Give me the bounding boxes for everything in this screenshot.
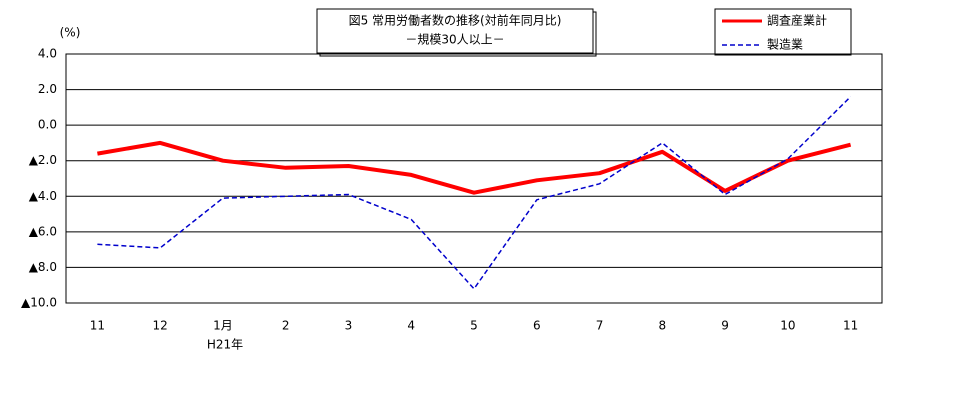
title-box <box>316 8 594 54</box>
y-unit: (%) <box>60 26 81 40</box>
x-tick-label: 2 <box>282 319 290 333</box>
x-tick-label: 3 <box>345 319 353 333</box>
plot-area <box>65 53 883 304</box>
series-line <box>97 140 852 195</box>
legend-box <box>714 8 852 56</box>
y-tick-label: ▲8.0 <box>29 260 57 274</box>
y-tick-label: ▲4.0 <box>29 189 57 203</box>
x-tick-label: 5 <box>470 319 478 333</box>
legend-label: 製造業 <box>767 38 803 52</box>
x-tick-label: 8 <box>658 319 666 333</box>
x-tick-label: 9 <box>721 319 729 333</box>
x-tick-label: 7 <box>596 319 604 333</box>
x-tick-label: 12 <box>153 319 168 333</box>
legend-label: 調査産業計 <box>767 13 827 28</box>
x-tick-label: 1月 <box>213 319 233 333</box>
x-tick-label: 11 <box>90 319 105 333</box>
y-tick-label: ▲6.0 <box>29 224 57 238</box>
x-tick-label: 10 <box>780 319 795 333</box>
chart-title: 図5 常用労働者数の推移(対前年同月比) <box>349 13 562 28</box>
chart-subtitle: －規模30人以上－ <box>405 32 504 47</box>
x-tick-label: 11 <box>843 319 858 333</box>
x-tick-label: 6 <box>533 319 541 333</box>
x-tick-label: 4 <box>407 319 415 333</box>
y-tick-label: ▲10.0 <box>21 296 57 310</box>
y-tick-label: 0.0 <box>38 118 57 132</box>
y-tick-label: ▲2.0 <box>29 153 57 167</box>
x-annotation: H21年 <box>207 338 243 352</box>
y-tick-label: 2.0 <box>38 82 57 96</box>
y-tick-label: 4.0 <box>38 47 57 61</box>
